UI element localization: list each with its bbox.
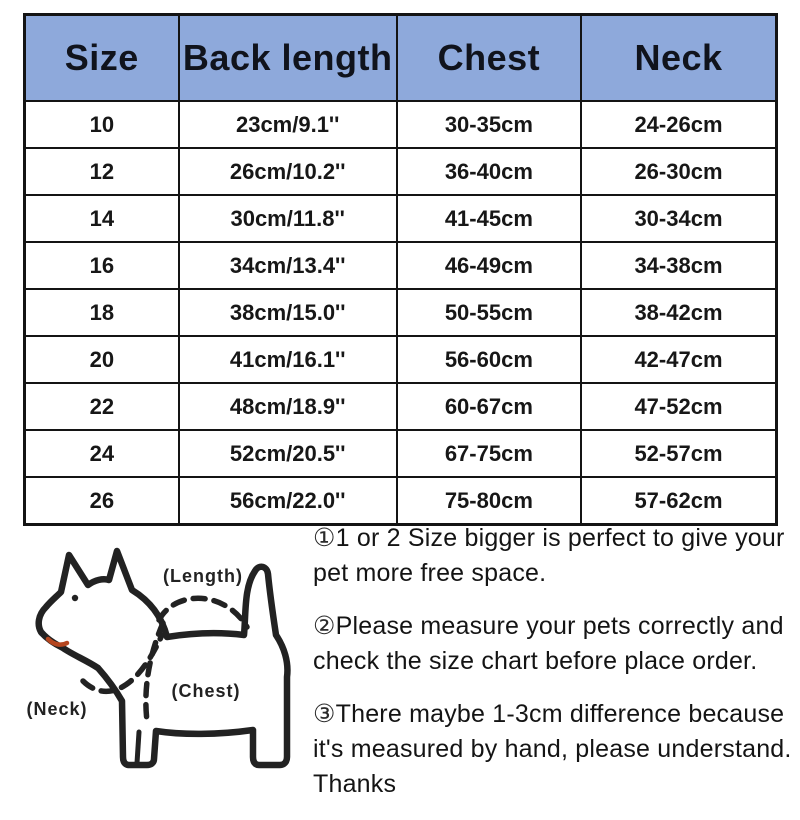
table-row: 20 41cm/16.1'' 56-60cm 42-47cm: [23, 335, 778, 384]
cell-neck: 24-26cm: [579, 100, 778, 149]
cell-back-length: 34cm/13.4'': [177, 241, 398, 290]
dog-diagram-svg: (Length) (Chest) (Neck): [26, 547, 291, 769]
note-1-text: 1 or 2 Size bigger is perfect to give yo…: [313, 524, 785, 587]
cell-chest: 46-49cm: [395, 241, 582, 290]
neck-label: (Neck): [26, 699, 87, 719]
note-3: ③There maybe 1-3cm difference because it…: [313, 697, 795, 802]
cell-chest: 60-67cm: [395, 382, 582, 431]
cell-size: 16: [23, 241, 180, 290]
cell-back-length: 56cm/22.0'': [177, 476, 398, 526]
cell-back-length: 23cm/9.1'': [177, 100, 398, 149]
cell-neck: 34-38cm: [579, 241, 778, 290]
dog-mouth: [45, 636, 70, 647]
cell-size: 26: [23, 476, 180, 526]
col-header-size: Size: [23, 13, 180, 102]
table-row: 26 56cm/22.0'' 75-80cm 57-62cm: [23, 476, 778, 526]
cell-size: 18: [23, 288, 180, 337]
length-dash-arc: [156, 595, 250, 630]
size-chart-table-container: Size Back length Chest Neck 10 23cm/9.1'…: [23, 13, 778, 526]
cell-back-length: 38cm/15.0'': [177, 288, 398, 337]
cell-back-length: 30cm/11.8'': [177, 194, 398, 243]
note-2-text: Please measure your pets correctly and c…: [313, 612, 784, 675]
size-chart-table: Size Back length Chest Neck 10 23cm/9.1'…: [23, 13, 778, 526]
col-header-back-length: Back length: [177, 13, 398, 102]
measuring-notes: ①1 or 2 Size bigger is perfect to give y…: [313, 521, 795, 820]
note-1: ①1 or 2 Size bigger is perfect to give y…: [313, 521, 795, 591]
table-row: 10 23cm/9.1'' 30-35cm 24-26cm: [23, 100, 778, 149]
table-row: 14 30cm/11.8'' 41-45cm 30-34cm: [23, 194, 778, 243]
cell-neck: 57-62cm: [579, 476, 778, 526]
table-row: 12 26cm/10.2'' 36-40cm 26-30cm: [23, 147, 778, 196]
note-2: ②Please measure your pets correctly and …: [313, 609, 795, 679]
table-row: 16 34cm/13.4'' 46-49cm 34-38cm: [23, 241, 778, 290]
cell-size: 24: [23, 429, 180, 478]
cell-size: 22: [23, 382, 180, 431]
cell-chest: 30-35cm: [395, 100, 582, 149]
table-row: 22 48cm/18.9'' 60-67cm 47-52cm: [23, 382, 778, 431]
neck-dash-line: [80, 632, 165, 695]
cell-chest: 50-55cm: [395, 288, 582, 337]
length-label: (Length): [163, 566, 243, 586]
col-header-chest: Chest: [395, 13, 582, 102]
cell-size: 14: [23, 194, 180, 243]
cell-neck: 26-30cm: [579, 147, 778, 196]
cell-chest: 75-80cm: [395, 476, 582, 526]
chest-dash-line: [143, 620, 166, 724]
cell-size: 20: [23, 335, 180, 384]
cell-chest: 36-40cm: [395, 147, 582, 196]
note-3-text: There maybe 1-3cm difference because it'…: [313, 700, 792, 798]
table-row: 24 52cm/20.5'' 67-75cm 52-57cm: [23, 429, 778, 478]
cell-chest: 56-60cm: [395, 335, 582, 384]
dog-inner-leg-line: [134, 729, 142, 766]
circled-2-icon: ②: [313, 612, 336, 640]
cell-neck: 47-52cm: [579, 382, 778, 431]
table-row: 18 38cm/15.0'' 50-55cm 38-42cm: [23, 288, 778, 337]
dog-outline: [35, 547, 291, 769]
cell-back-length: 26cm/10.2'': [177, 147, 398, 196]
cell-neck: 42-47cm: [579, 335, 778, 384]
cell-neck: 38-42cm: [579, 288, 778, 337]
cell-neck: 52-57cm: [579, 429, 778, 478]
circled-3-icon: ③: [313, 700, 336, 728]
cell-back-length: 52cm/20.5'': [177, 429, 398, 478]
cell-back-length: 41cm/16.1'': [177, 335, 398, 384]
cell-chest: 67-75cm: [395, 429, 582, 478]
cell-size: 10: [23, 100, 180, 149]
dog-eye: [71, 594, 79, 602]
cell-chest: 41-45cm: [395, 194, 582, 243]
cell-back-length: 48cm/18.9'': [177, 382, 398, 431]
col-header-neck: Neck: [579, 13, 778, 102]
chest-label: (Chest): [172, 681, 241, 701]
cell-neck: 30-34cm: [579, 194, 778, 243]
cell-size: 12: [23, 147, 180, 196]
header-row: Size Back length Chest Neck: [23, 13, 778, 102]
dog-measurement-diagram: (Length) (Chest) (Neck): [10, 535, 310, 790]
circled-1-icon: ①: [313, 524, 336, 552]
